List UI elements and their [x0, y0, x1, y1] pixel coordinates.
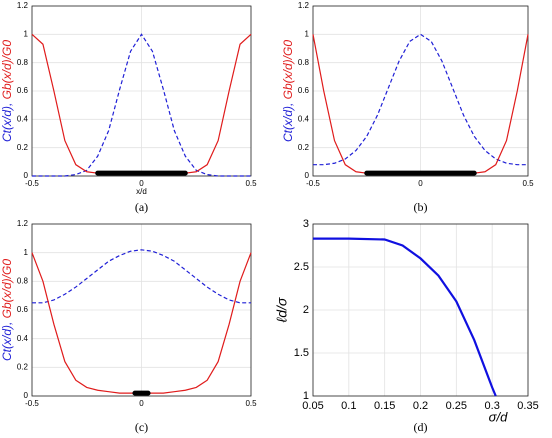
data-line — [32, 33, 251, 177]
y-tick-label: 0.8 — [17, 276, 29, 285]
panel: -0.5 0 0.500.20.40.60.811.2Ct(x/d), Gb(x/d… — [281, 1, 534, 214]
caption: (d) — [414, 420, 428, 434]
axes-box — [312, 223, 529, 397]
y-tick-label: 0.6 — [298, 86, 310, 95]
caption: (a) — [135, 200, 148, 214]
y-axis-label-part: Gb(x/d)/G0 — [281, 40, 295, 100]
x-tick-label: 0.5 — [522, 179, 534, 188]
y-tick-label: 0.4 — [17, 334, 29, 343]
y-axis-label-part: Gb(x/d)/G0 — [0, 259, 14, 319]
y-tick-label: 1.2 — [17, 1, 29, 10]
panel: -0.5 0 0.500.20.40.60.811.2Ct(x/d), Gb(x/d… — [0, 219, 257, 434]
y-tick-label: 1 — [305, 29, 310, 38]
y-tick-label: 1 — [24, 29, 29, 38]
axes-box — [31, 223, 252, 397]
x-tick-label: -0.5 — [25, 399, 39, 408]
x-tick-label: -0.5 — [306, 179, 320, 188]
panel: 0.05 0.1 0.15 0.2 0.25 0.3 0.35 1 1.5 2 2.5 3 σ/d ℓd/… — [274, 218, 539, 434]
x-tick-label: -0.5 — [25, 179, 39, 188]
x-tick-label: 0 — [139, 179, 144, 188]
x-tick-label: 0 — [139, 399, 144, 408]
y-tick-label: 0.2 — [17, 143, 29, 152]
y-tick-label: 0 — [24, 171, 29, 180]
y-axis-label: ℓd/σ — [274, 297, 290, 323]
panel: -0.5 0 0.500.20.40.60.811.2x/dCt(x/d), Gb(… — [0, 1, 257, 214]
x-axis-label: x/d — [136, 187, 147, 196]
y-tick-label: 0.4 — [298, 114, 310, 123]
y-tick-label: 2 — [303, 304, 309, 316]
y-tick-label: 1 — [24, 248, 29, 257]
x-tick-label: 0.25 — [446, 400, 467, 412]
x-tick-label: 0 — [418, 179, 423, 188]
data-line — [313, 33, 528, 166]
y-axis-label-part: Ct(x/d), — [0, 318, 14, 361]
caption: (b) — [414, 200, 428, 214]
y-tick-label: 0.2 — [298, 143, 310, 152]
x-tick-label: 0.5 — [245, 399, 257, 408]
y-axis-label: Ct(x/d), Gb(x/d)/G0 — [0, 40, 14, 142]
y-tick-label: 0.8 — [17, 58, 29, 67]
data-line — [32, 249, 251, 304]
y-tick-label: 0.2 — [17, 362, 29, 371]
y-tick-label: 3 — [303, 218, 309, 230]
y-tick-label: 1.2 — [298, 1, 310, 10]
y-axis-label-part: Ct(x/d), — [281, 99, 295, 142]
caption: (c) — [135, 420, 148, 434]
data-line — [313, 237, 497, 397]
y-tick-label: 0.4 — [17, 114, 29, 123]
y-tick-label: 0.6 — [17, 86, 29, 95]
y-axis-label-part: Ct(x/d), — [0, 99, 14, 142]
x-tick-label: 0.1 — [341, 400, 356, 412]
x-tick-label: 0.05 — [302, 400, 323, 412]
y-tick-label: 0 — [24, 391, 29, 400]
y-tick-label: 2.5 — [294, 261, 309, 273]
y-tick-label: 0.6 — [17, 305, 29, 314]
y-axis-label: Ct(x/d), Gb(x/d)/G0 — [0, 259, 14, 361]
y-axis-label: Ct(x/d), Gb(x/d)/G0 — [281, 40, 295, 142]
y-tick-label: 1.2 — [17, 219, 29, 228]
x-tick-label: 0.2 — [413, 400, 428, 412]
x-tick-label: 0.35 — [517, 400, 538, 412]
y-tick-label: 0 — [305, 171, 310, 180]
y-tick-label: 0.8 — [298, 58, 310, 67]
x-tick-label: 0.5 — [245, 179, 257, 188]
y-tick-label: 1.5 — [294, 347, 309, 359]
x-axis-label: σ/d — [489, 409, 508, 424]
y-tick-label: 1 — [303, 390, 309, 402]
y-axis-label-part: Gb(x/d)/G0 — [0, 40, 14, 100]
x-tick-label: 0.15 — [374, 400, 395, 412]
axes-box — [312, 5, 529, 177]
x-tick-label: 0.3 — [485, 400, 500, 412]
axes-box — [31, 5, 252, 177]
